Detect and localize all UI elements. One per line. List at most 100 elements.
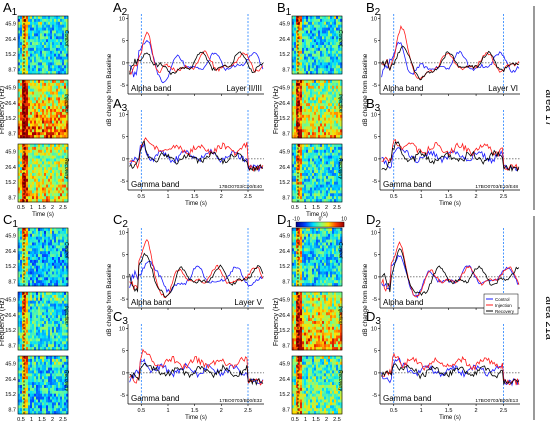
- spectrogram-cell: [310, 245, 313, 249]
- spectrogram-cell: [296, 181, 299, 185]
- spectrogram-cell: [316, 80, 319, 84]
- spectrogram-cell: [24, 245, 27, 249]
- spectrogram-cell: [322, 106, 325, 110]
- spectrogram-cell: [56, 164, 59, 168]
- spectrogram-cell: [34, 18, 37, 23]
- spectrogram-cell: [42, 259, 45, 264]
- spectrogram-cell: [50, 50, 53, 54]
- spectrogram-cell: [332, 114, 335, 118]
- spectrogram-cell: [292, 129, 295, 133]
- spectrogram-cell: [296, 283, 299, 287]
- spectrogram-cell: [52, 36, 55, 40]
- spectrogram-cell: [26, 364, 29, 368]
- spectrogram-cell: [30, 387, 33, 392]
- spectrogram-cell: [30, 106, 33, 110]
- spectrogram-cell: [44, 97, 47, 101]
- spectrogram-cell: [306, 135, 309, 139]
- spectrogram-cell: [292, 103, 295, 107]
- spectrogram-cell: [24, 338, 27, 342]
- spectrogram-cell: [328, 196, 331, 200]
- spectrogram-cell: [32, 292, 35, 296]
- spectrogram-cell: [56, 132, 59, 136]
- spectrogram-cell: [24, 123, 27, 127]
- spectrogram-cell: [48, 292, 51, 296]
- spectrogram-cell: [298, 161, 301, 165]
- spectrogram-xtick: 0.5: [291, 205, 299, 211]
- spectrogram-cell: [24, 39, 27, 43]
- spectrogram-cell: [340, 30, 343, 34]
- spectrogram-cell: [306, 39, 309, 43]
- spectrogram-cell: [320, 149, 323, 153]
- spectrogram-cell: [298, 262, 301, 266]
- spectrogram-cell: [28, 152, 31, 156]
- spectrogram-cell: [58, 56, 61, 60]
- spectrogram-cell: [48, 306, 51, 310]
- spectrogram-cell: [316, 132, 319, 136]
- spectrogram-ytick: 26.4: [5, 165, 16, 171]
- spectrogram-cell: [34, 109, 37, 113]
- spectrogram-cell: [26, 411, 29, 415]
- spectrogram-cell: [324, 39, 327, 43]
- spectrogram-cell: [58, 402, 61, 406]
- spectrogram-cell: [18, 245, 21, 249]
- spectrogram-cell: [30, 259, 33, 264]
- spectrogram-cell: [48, 262, 51, 266]
- spectrogram-cell: [20, 268, 23, 272]
- spectrogram-cell: [32, 248, 35, 252]
- spectrogram-cell: [66, 297, 69, 301]
- spectrogram-cell: [32, 411, 35, 415]
- band-label: Alpha band: [131, 84, 171, 93]
- spectrogram-cell: [60, 129, 63, 133]
- spectrogram-cell: [50, 245, 53, 249]
- spectrogram-cell: [298, 190, 301, 194]
- spectrogram-cell: [316, 53, 319, 57]
- spectrogram-cell: [18, 109, 21, 113]
- spectrogram-xtick: 2.5: [59, 417, 67, 423]
- spectrogram-cell: [18, 361, 21, 365]
- spectrogram-cell: [50, 277, 53, 281]
- spectrogram-cell: [298, 97, 301, 101]
- spectrogram-cell: [62, 335, 65, 339]
- spectrogram-cell: [62, 332, 65, 336]
- spectrogram-cell: [40, 356, 43, 360]
- spectrogram-cell: [328, 167, 331, 171]
- spectrogram-cell: [310, 230, 313, 235]
- spectrogram-cell: [298, 233, 301, 237]
- spectrogram-cell: [50, 228, 53, 232]
- spectrogram-cell: [56, 361, 59, 365]
- spectrogram-cell: [40, 385, 43, 389]
- spectrogram-cell: [34, 390, 37, 394]
- spectrogram-cell: [64, 184, 67, 188]
- spectrogram-cell: [46, 187, 49, 191]
- spectrogram-cell: [298, 18, 301, 23]
- spectrogram-cell: [58, 408, 61, 412]
- spectrogram-cell: [64, 126, 67, 130]
- spectrogram-cell: [302, 106, 305, 110]
- spectrogram-cell: [46, 71, 49, 75]
- spectrogram-cell: [28, 228, 31, 232]
- spectrogram-cell: [44, 50, 47, 54]
- spectrogram-cell: [42, 114, 45, 118]
- spectrogram-cell: [60, 361, 63, 365]
- spectrogram-cell: [60, 405, 63, 409]
- spectrogram-cell: [20, 390, 23, 394]
- spectrogram-cell: [62, 129, 65, 133]
- spectrogram-cell: [66, 196, 69, 200]
- spectrogram-cell: [56, 271, 59, 275]
- spectrogram-cell: [66, 323, 69, 328]
- spectrogram-cell: [42, 158, 45, 162]
- spectrogram-cell: [316, 149, 319, 153]
- spectrogram-cell: [30, 402, 33, 406]
- spectrogram-cell: [310, 16, 313, 20]
- spectrogram-cell: [50, 36, 53, 40]
- spectrogram-cell: [30, 62, 33, 66]
- spectrogram-cell: [42, 111, 45, 116]
- spectrogram-cell: [292, 251, 295, 255]
- spectrogram-cell: [62, 385, 65, 389]
- spectrogram-cell: [328, 88, 331, 92]
- spectrogram-cell: [330, 123, 333, 127]
- spectrogram-cell: [56, 120, 59, 124]
- spectrogram-cell: [52, 405, 55, 409]
- spectrogram-cell: [320, 167, 323, 171]
- spectrogram-cell: [312, 167, 315, 171]
